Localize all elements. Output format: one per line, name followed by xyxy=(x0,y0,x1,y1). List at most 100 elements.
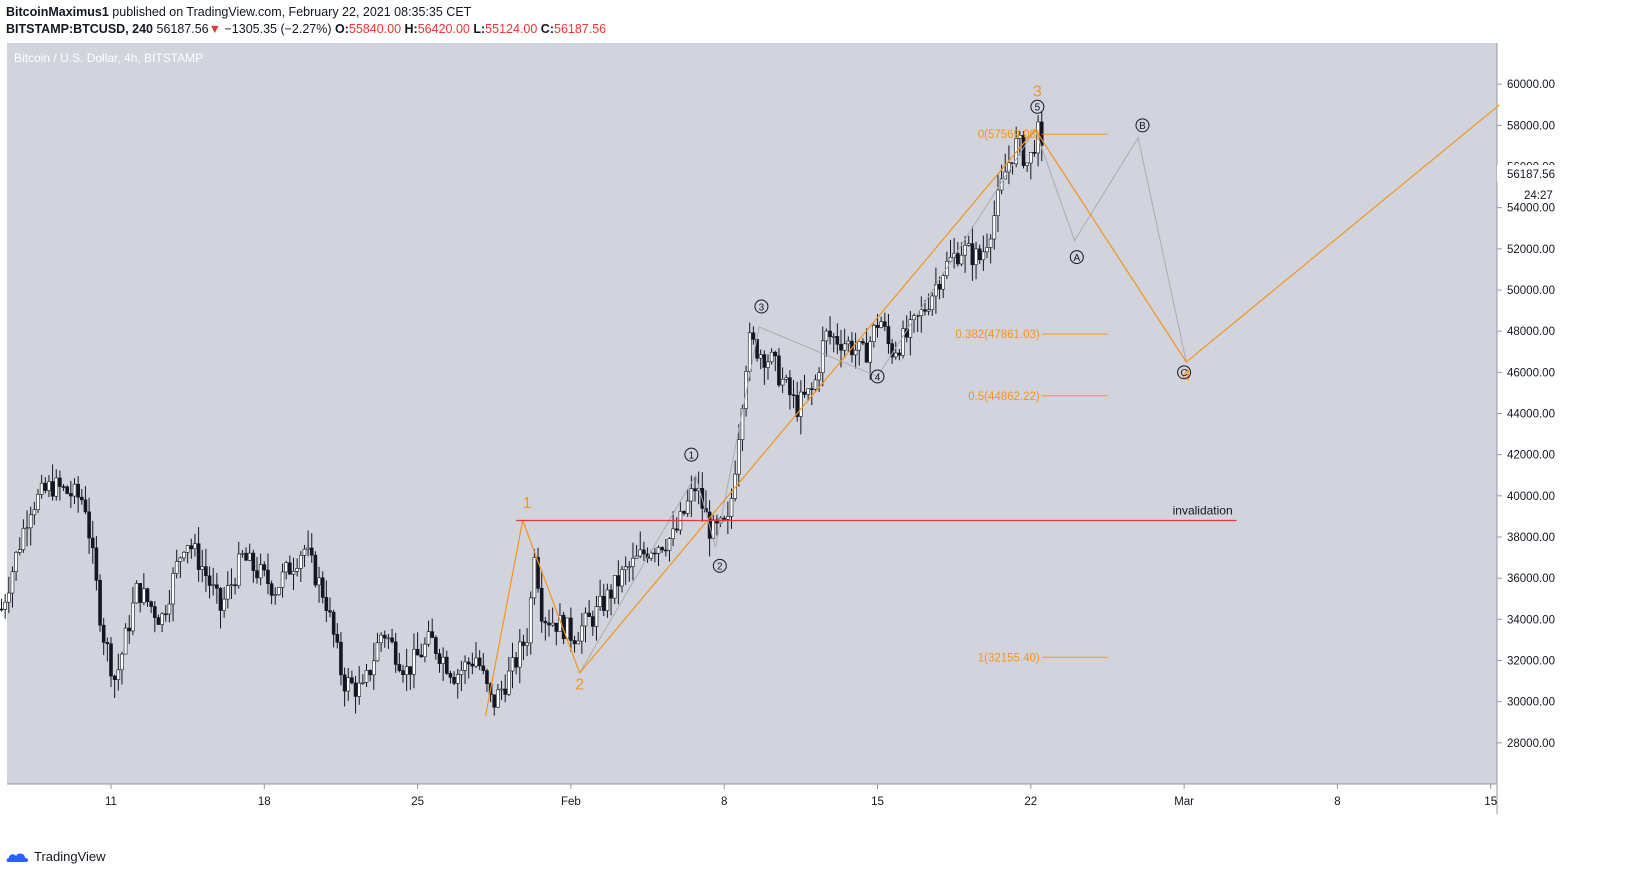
candle-body xyxy=(244,552,248,561)
candle-body xyxy=(525,642,529,646)
y-tick-label: 32000.00 xyxy=(1507,656,1555,668)
candle-body xyxy=(7,592,11,603)
low-value: 55124.00 xyxy=(485,22,538,36)
y-tick-label: 28000.00 xyxy=(1507,738,1555,750)
candle-body xyxy=(371,660,376,676)
wave-label-text: 3 xyxy=(759,302,765,313)
candle-body xyxy=(477,657,482,667)
candle-body xyxy=(342,674,347,692)
y-tick-label: 58000.00 xyxy=(1507,120,1555,132)
candle-body xyxy=(744,371,748,409)
candle-body xyxy=(32,509,37,516)
candle-body xyxy=(160,613,164,625)
candle-body xyxy=(879,321,883,328)
candle-body xyxy=(653,552,657,555)
candle-body xyxy=(178,557,183,562)
candle-body xyxy=(590,616,595,627)
candle-body xyxy=(466,661,471,665)
candle-body xyxy=(291,570,296,575)
candle-body xyxy=(379,634,383,644)
wave-label-circle xyxy=(1135,118,1150,133)
candle-body xyxy=(963,244,967,256)
close-value: 56187.56 xyxy=(554,22,607,36)
y-tick-label: 36000.00 xyxy=(1507,573,1555,585)
candle-body xyxy=(941,275,946,290)
candle-body xyxy=(412,648,416,675)
candle-body xyxy=(98,579,102,626)
candle-body xyxy=(1032,152,1037,154)
candle-body xyxy=(485,670,489,684)
countdown-tag xyxy=(1519,186,1559,203)
candle-body xyxy=(853,349,858,356)
y-tick-label: 44000.00 xyxy=(1507,409,1555,421)
candle-body xyxy=(222,598,226,611)
countdown-text: 24:27 xyxy=(1524,190,1553,202)
candle-body xyxy=(693,488,697,492)
y-tick-label: 48000.00 xyxy=(1507,326,1555,338)
candle-body xyxy=(320,577,325,598)
candle-body xyxy=(393,641,398,665)
high-label: H: xyxy=(404,22,418,36)
y-tick-label: 46000.00 xyxy=(1507,367,1555,379)
candle-body xyxy=(459,670,464,675)
candle-body xyxy=(682,511,686,514)
candle-body xyxy=(729,498,734,517)
y-tick-label: 40000.00 xyxy=(1507,491,1555,503)
candle-body xyxy=(569,617,573,641)
candle-body xyxy=(156,617,161,625)
candle-body xyxy=(65,486,69,494)
candle-body xyxy=(142,588,146,603)
wave-paths xyxy=(484,104,1500,717)
candle-body xyxy=(642,549,646,555)
candle-body xyxy=(886,326,891,344)
candle-body xyxy=(211,584,215,587)
candle-body xyxy=(517,641,522,668)
candle-body xyxy=(346,677,351,692)
candle-body xyxy=(426,631,431,645)
wave-label-circle xyxy=(1177,365,1192,380)
wave-label-orange: 2 xyxy=(575,676,584,693)
candle-body xyxy=(868,341,873,363)
candle-body xyxy=(547,622,551,626)
candle-body xyxy=(795,395,800,417)
publish-info: BitcoinMaximus1 published on TradingView… xyxy=(6,5,471,19)
candle-body xyxy=(580,625,584,642)
candle-body xyxy=(766,361,770,368)
x-tick-label: 22 xyxy=(1024,796,1037,808)
x-tick-label: 11 xyxy=(105,796,117,808)
symbol-label: BITSTAMP:BTCUSD, 240 xyxy=(6,22,154,36)
candle-body xyxy=(163,613,168,616)
candle-body xyxy=(784,377,789,380)
candle-body xyxy=(955,253,960,265)
candle-body xyxy=(959,254,964,265)
candle-body xyxy=(605,589,610,611)
candle-body xyxy=(204,566,208,577)
candle-body xyxy=(269,583,274,596)
candle-body xyxy=(375,642,380,662)
author-name[interactable]: BitcoinMaximus1 xyxy=(6,5,109,19)
candle-body xyxy=(255,570,259,579)
y-tick-label: 52000.00 xyxy=(1507,244,1555,256)
x-tick-label: 15 xyxy=(1484,796,1497,808)
publish-text: published on TradingView.com, February 2… xyxy=(108,5,472,19)
tradingview-logo[interactable]: TradingView xyxy=(6,849,106,864)
plot-area[interactable] xyxy=(7,43,1497,784)
candle-body xyxy=(408,666,413,675)
candle-body xyxy=(14,552,18,572)
candle-body xyxy=(583,612,588,627)
candle-body xyxy=(663,549,668,552)
candle-body xyxy=(901,328,905,356)
candle-body xyxy=(54,477,59,497)
x-tick-label: 15 xyxy=(871,796,884,808)
candle-body xyxy=(94,547,99,581)
candle-body xyxy=(317,577,321,586)
candle-body xyxy=(696,488,701,492)
candle-body xyxy=(134,583,139,604)
grey-subwave-path xyxy=(579,128,1187,674)
candle-body xyxy=(193,543,197,550)
wave-label-orange: 1 xyxy=(523,495,532,512)
candle-body xyxy=(105,642,110,645)
candle-body xyxy=(474,657,478,667)
candle-body xyxy=(601,595,606,611)
